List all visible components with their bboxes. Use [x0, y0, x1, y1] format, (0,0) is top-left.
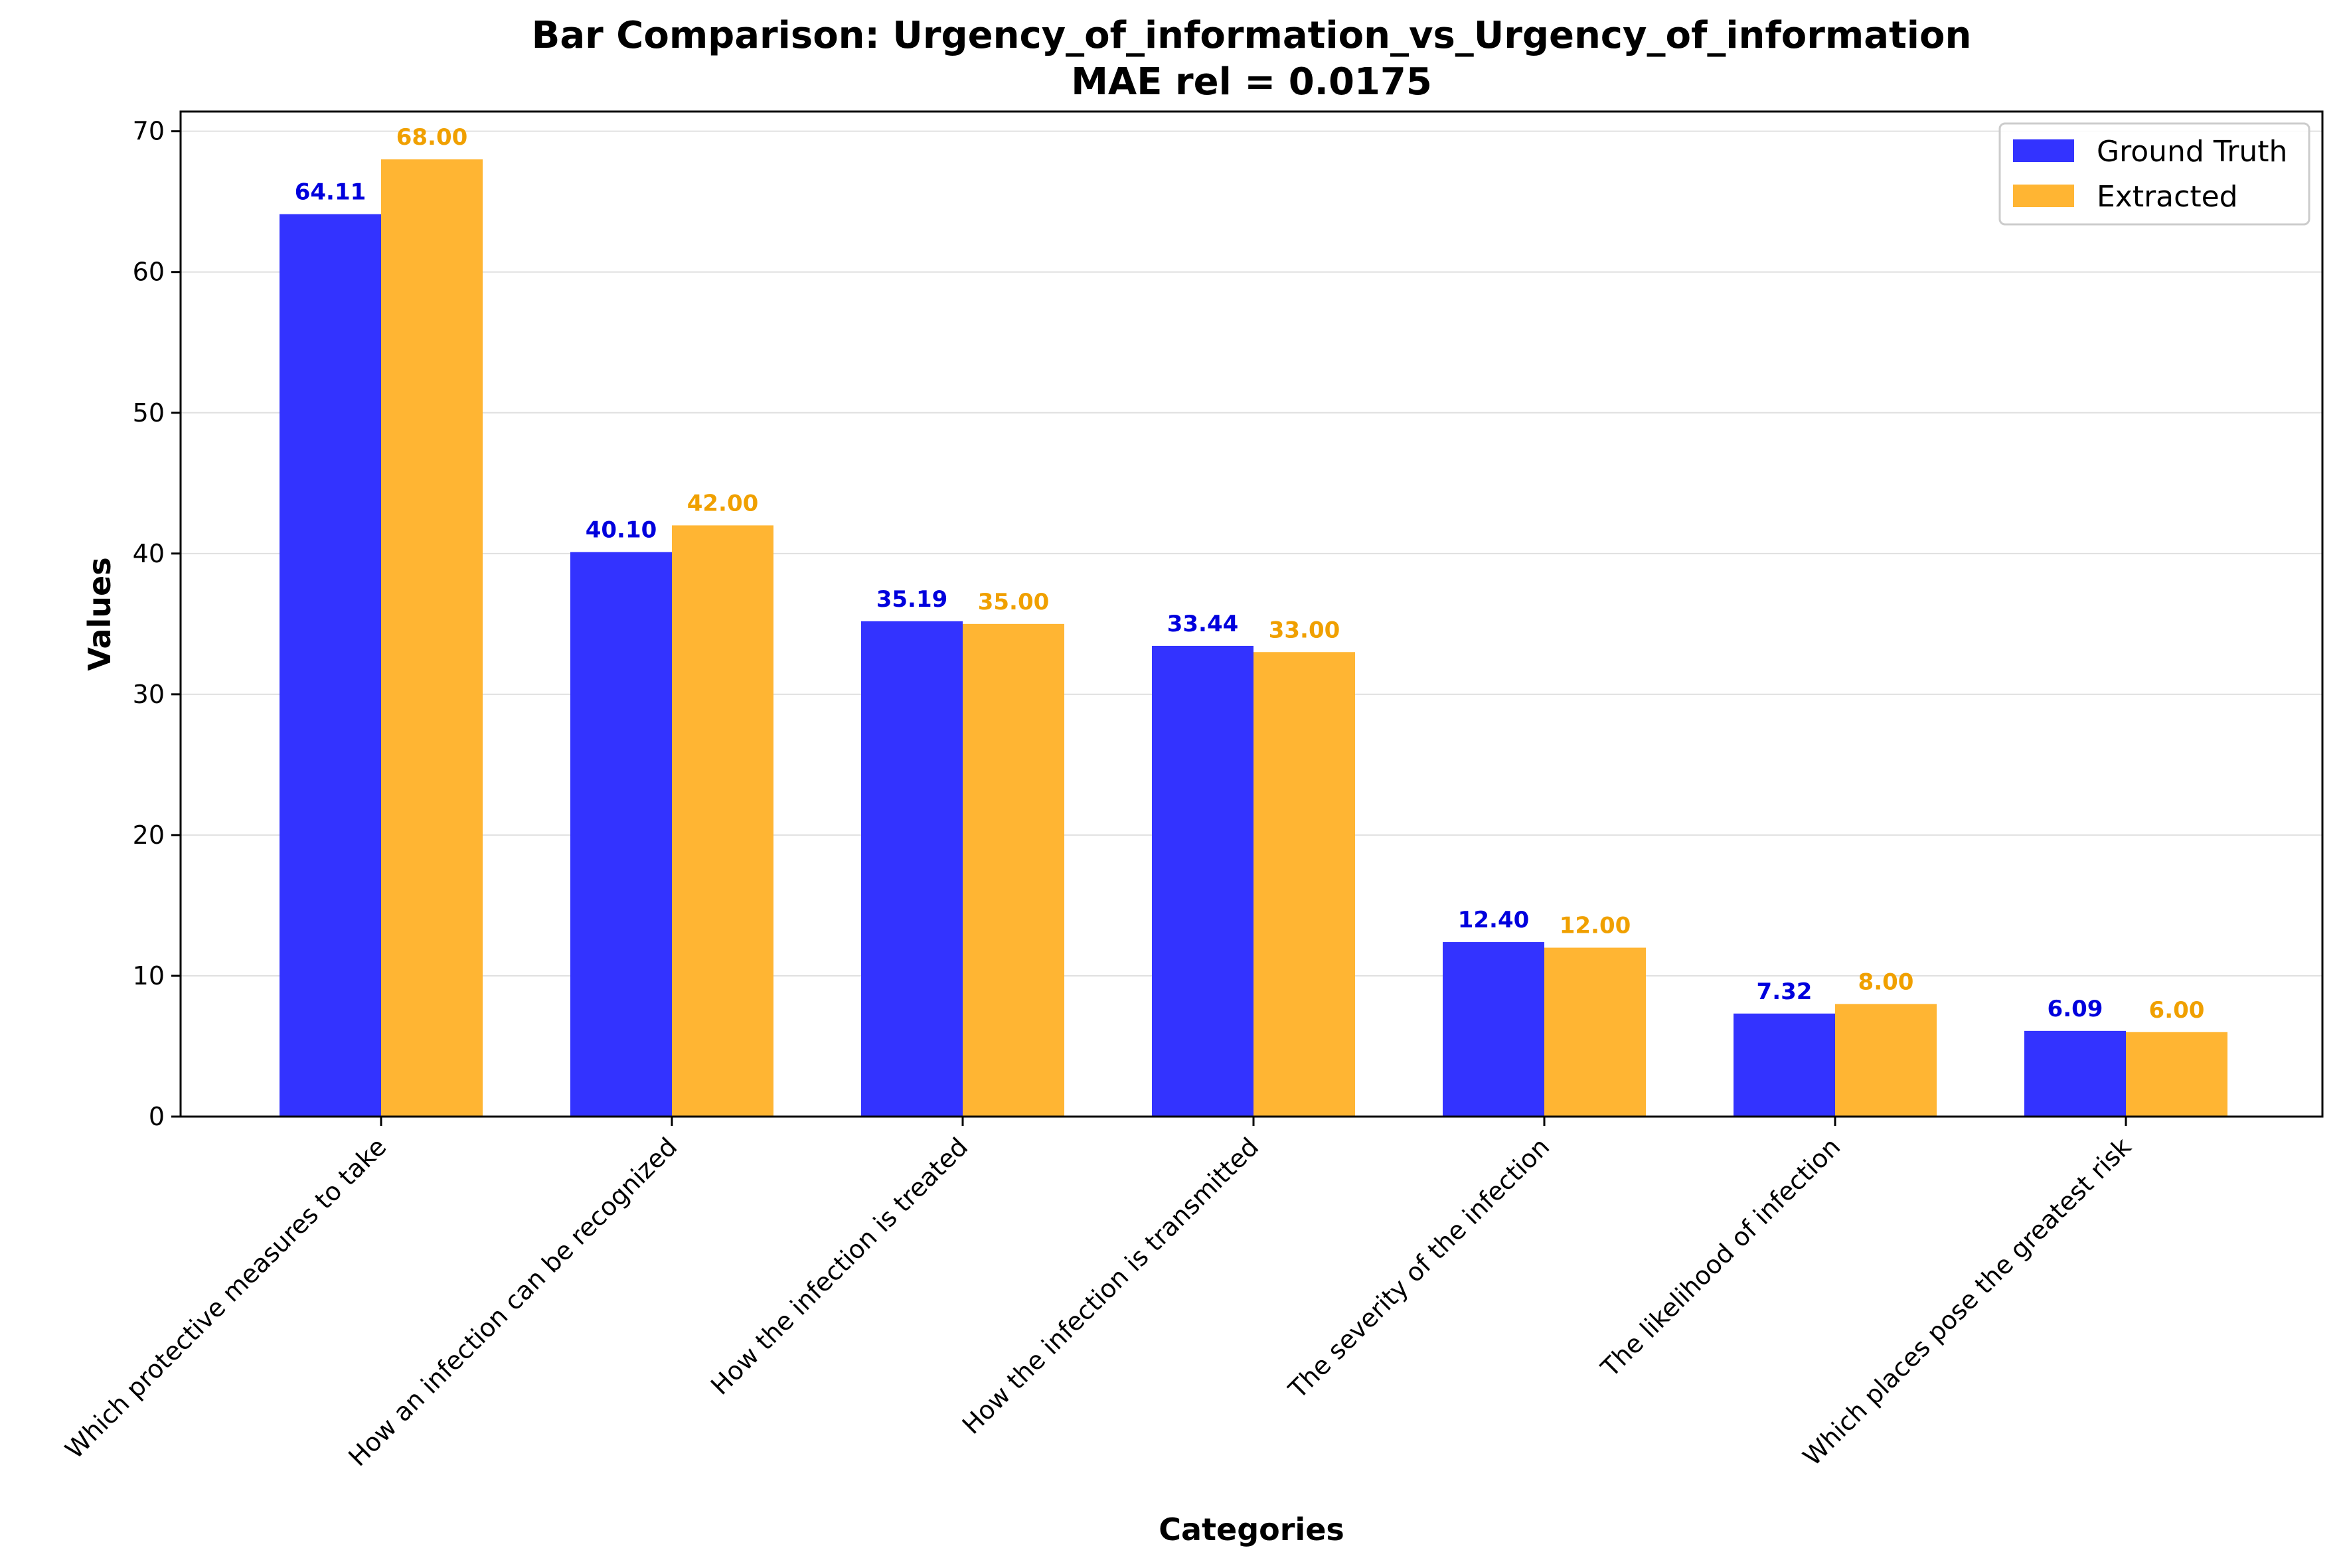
bar-ground-truth — [1443, 942, 1544, 1117]
chart-title: Bar Comparison: Urgency_of_information_v… — [532, 14, 1972, 57]
y-tick-label: 40 — [133, 539, 165, 568]
legend-label-extracted: Extracted — [2097, 180, 2238, 214]
bar-ground-truth — [570, 552, 672, 1117]
bar-extracted — [381, 159, 483, 1117]
data-label-extracted: 6.00 — [2149, 997, 2205, 1024]
chart-subtitle: MAE rel = 0.0175 — [1071, 60, 1432, 104]
data-label-ground-truth: 64.11 — [295, 179, 366, 206]
data-label-extracted: 8.00 — [1858, 969, 1914, 995]
y-tick-label: 50 — [133, 398, 165, 428]
bar-ground-truth — [1734, 1013, 1835, 1117]
bar-ground-truth — [1152, 645, 1253, 1117]
bar-extracted — [963, 623, 1064, 1117]
bar-extracted — [1544, 947, 1646, 1117]
bars — [280, 159, 2227, 1117]
y-tick-label: 20 — [133, 821, 165, 850]
bar-ground-truth — [861, 621, 963, 1117]
legend-swatch-extracted — [2013, 185, 2074, 207]
bar-extracted — [1835, 1004, 1937, 1117]
plot-frame — [179, 110, 2324, 1118]
bar-extracted — [1253, 652, 1355, 1117]
data-label-extracted: 12.00 — [1560, 913, 1631, 939]
y-tick-label: 60 — [133, 258, 165, 287]
y-axis-label: Values — [82, 557, 118, 670]
data-label-extracted: 68.00 — [396, 124, 468, 151]
bar-ground-truth — [2024, 1030, 2126, 1117]
y-axis: 0 10 20 30 40 50 60 70 — [133, 117, 181, 1131]
data-labels: 64.11 68.00 40.10 42.00 35.19 35.00 33.44 33.00… — [295, 124, 2205, 1024]
bar-extracted — [672, 525, 773, 1117]
data-label-ground-truth: 7.32 — [1757, 979, 1813, 1005]
data-label-ground-truth: 35.19 — [876, 586, 948, 613]
data-label-ground-truth: 12.40 — [1458, 907, 1530, 933]
y-tick-label: 10 — [133, 961, 165, 990]
legend-label-ground-truth: Ground Truth — [2097, 135, 2287, 169]
legend: Ground Truth Extracted — [1998, 122, 2310, 226]
bar-extracted — [2126, 1032, 2227, 1117]
data-label-extracted: 33.00 — [1269, 617, 1340, 643]
y-tick-label: 70 — [133, 117, 165, 146]
data-label-extracted: 42.00 — [687, 490, 759, 516]
data-label-ground-truth: 6.09 — [2048, 996, 2103, 1022]
y-tick-label: 0 — [149, 1102, 165, 1131]
legend-swatch-ground-truth — [2013, 139, 2074, 162]
y-tick-label: 30 — [133, 680, 165, 709]
x-axis-label: Categories — [1159, 1512, 1344, 1547]
legend-frame — [1998, 122, 2310, 226]
data-label-extracted: 35.00 — [978, 589, 1050, 615]
bar-ground-truth — [280, 214, 381, 1117]
data-label-ground-truth: 33.44 — [1167, 611, 1239, 637]
data-label-ground-truth: 40.10 — [586, 517, 657, 544]
